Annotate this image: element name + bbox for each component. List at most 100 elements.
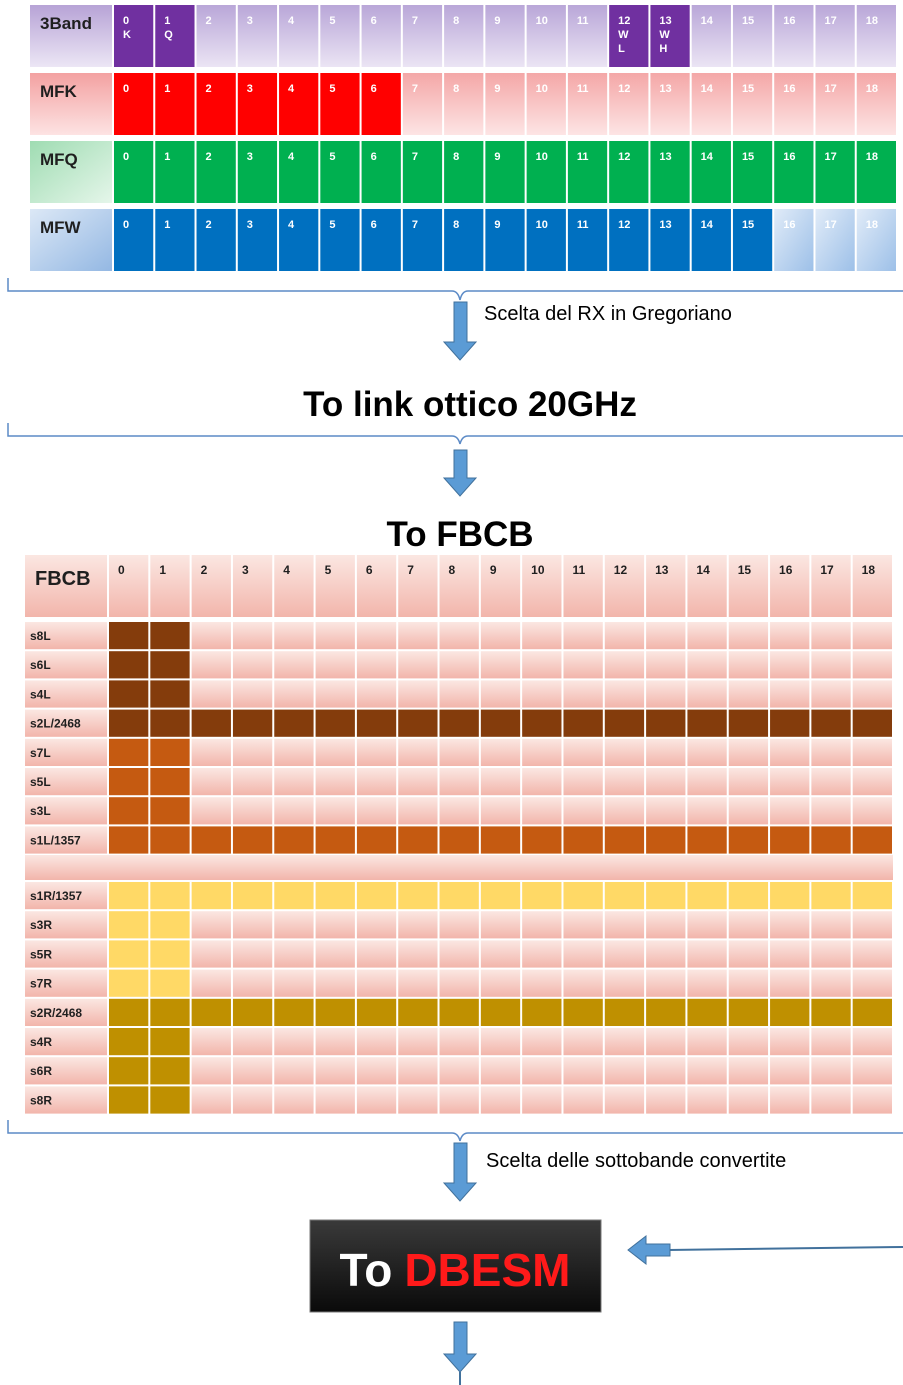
subband-cell: [604, 940, 645, 968]
subband-cell: [356, 709, 397, 737]
band-cell: [361, 209, 401, 271]
subband-cell: [398, 622, 438, 650]
band-cell: [402, 73, 443, 135]
band-cell: [856, 209, 896, 271]
column-header-cell: [439, 555, 479, 617]
column-header: 7: [407, 563, 414, 577]
subband-cell: [646, 911, 686, 939]
subband-cell: [398, 680, 438, 708]
subband-cell: [232, 680, 273, 708]
subband-cell: [563, 969, 603, 997]
band-cell-label: 10: [536, 151, 548, 163]
subband-cell: [852, 738, 892, 766]
column-header: 5: [325, 563, 332, 577]
subband-cell: [522, 911, 562, 939]
subband-cell: [232, 651, 273, 679]
subband-cell: [150, 826, 190, 854]
subband-cell: [811, 797, 851, 825]
band-cell-label: 1: [164, 83, 170, 95]
subband-cell: [522, 651, 562, 679]
row-label: s7L: [30, 746, 51, 760]
subband-cell: [646, 940, 686, 968]
subband-cell: [356, 768, 397, 796]
subband-cell: [687, 826, 727, 854]
subband-cell: [356, 1086, 397, 1114]
subband-cell: [811, 1086, 851, 1114]
row-label-cell: [25, 797, 107, 825]
column-header: 3: [242, 563, 249, 577]
band-cell: [732, 73, 773, 135]
subband-cell: [191, 680, 231, 708]
band-cell: [196, 141, 236, 203]
column-header-cell: [770, 555, 810, 617]
subband-cell: [480, 998, 521, 1026]
subband-cell: [274, 940, 314, 968]
band-cell-label: 9: [494, 219, 500, 231]
band-cell: [567, 73, 608, 135]
subband-cell: [811, 911, 851, 939]
band-cell: [444, 5, 484, 67]
subband-cell: [109, 797, 149, 825]
column-header: 15: [738, 563, 752, 577]
band-cell: [320, 5, 360, 67]
subband-cell: [109, 1086, 149, 1114]
row-label-cell: [25, 768, 107, 796]
subband-cell: [646, 738, 686, 766]
subband-cell: [728, 1028, 769, 1056]
subband-cell: [274, 680, 314, 708]
column-header: 11: [572, 563, 585, 577]
subband-cell: [728, 882, 769, 910]
subband-cell: [687, 680, 727, 708]
band-cell-label: 9: [494, 15, 500, 27]
subband-cell: [646, 1057, 686, 1085]
column-header: 12: [614, 563, 628, 577]
subband-cell: [109, 709, 149, 737]
subband-cell: [604, 768, 645, 796]
band-cell: [815, 141, 855, 203]
subband-cell: [274, 911, 314, 939]
band-cell-line: 7: [412, 15, 418, 27]
column-header-cell: [811, 555, 851, 617]
subband-cell: [315, 738, 355, 766]
subband-cell: [232, 797, 273, 825]
subband-cell: [150, 940, 190, 968]
band-cell: [526, 5, 566, 67]
subband-cell: [439, 826, 479, 854]
column-header: 1: [159, 563, 166, 577]
band-cell-label: 12: [618, 151, 630, 163]
subband-cell: [232, 940, 273, 968]
subband-cell: [604, 1057, 645, 1085]
column-header-cell: [109, 555, 149, 617]
subband-cell: [522, 797, 562, 825]
subband-cell: [687, 969, 727, 997]
subband-cell: [109, 826, 149, 854]
band-cell-label: 15: [742, 219, 754, 231]
band-cell: [609, 73, 649, 135]
subband-cell: [356, 622, 397, 650]
row-label: MFW: [40, 218, 82, 237]
subband-cell: [109, 651, 149, 679]
subband-cell: [687, 882, 727, 910]
band-cell: [196, 209, 236, 271]
subband-cell: [770, 998, 810, 1026]
final-box: [309, 1219, 602, 1313]
subband-cell: [480, 651, 521, 679]
band-cell-label: 5: [329, 15, 335, 27]
band-cell-label: 8: [453, 83, 459, 95]
subband-cell: [852, 1028, 892, 1056]
subband-cell: [356, 882, 397, 910]
column-header-cell: [232, 555, 273, 617]
subband-cell: [150, 998, 190, 1026]
subband-cell: [232, 826, 273, 854]
brace: [7, 423, 903, 445]
subband-cell: [563, 797, 603, 825]
column-header: 17: [820, 563, 834, 577]
subband-cell: [728, 969, 769, 997]
subband-cell: [563, 1057, 603, 1085]
band-cell-label: 10: [536, 83, 548, 95]
band-cell: [691, 209, 731, 271]
subband-cell: [480, 882, 521, 910]
row-label: s3L: [30, 804, 51, 818]
subband-cell: [109, 911, 149, 939]
arrow-label: Scelta del RX in Gregoriano: [484, 303, 732, 325]
